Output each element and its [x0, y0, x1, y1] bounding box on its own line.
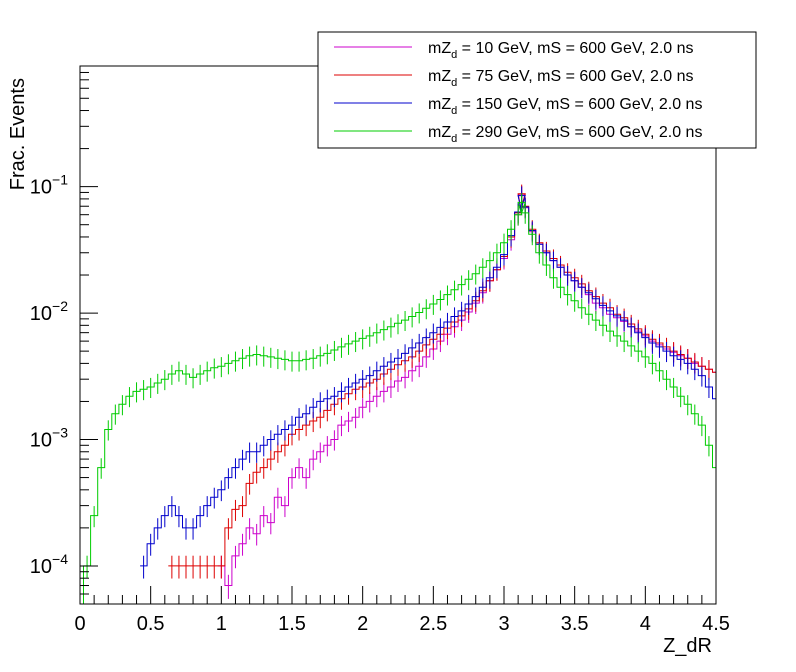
- legend-box: [317, 31, 757, 149]
- series-line: [217, 194, 716, 586]
- legend-label: mZd = 75 GeV, mS = 600 GeV, 2.0 ns: [428, 68, 694, 89]
- series-layer: [80, 184, 716, 604]
- x-tick-label: 2: [357, 613, 368, 635]
- series-4: [80, 193, 716, 604]
- legend-label: mZd = 290 GeV, mS = 600 GeV, 2.0 ns: [428, 124, 702, 145]
- series-2: [168, 184, 716, 579]
- y-axis-title: Frac. Events: [7, 78, 29, 190]
- legend-item: mZd = 290 GeV, mS = 600 GeV, 2.0 ns: [334, 124, 702, 145]
- legend-label: mZd = 150 GeV, mS = 600 GeV, 2.0 ns: [428, 96, 702, 117]
- x-tick-label: 3: [498, 613, 509, 635]
- x-tick-label: 1.5: [278, 613, 306, 635]
- x-axis-title: Z_dR: [663, 635, 712, 657]
- legend-label: mZd = 10 GeV, mS = 600 GeV, 2.0 ns: [428, 40, 694, 61]
- legend-item: mZd = 10 GeV, mS = 600 GeV, 2.0 ns: [334, 40, 694, 61]
- x-tick-label: 4: [640, 613, 651, 635]
- x-tick-label: 3.5: [561, 613, 589, 635]
- x-tick-label: 2.5: [419, 613, 447, 635]
- x-tick-label: 0: [74, 613, 85, 635]
- series-1: [217, 185, 716, 599]
- y-tick-label: 10−4: [30, 551, 68, 578]
- y-tick-label: 10−2: [30, 298, 68, 325]
- series-line: [168, 193, 716, 567]
- y-tick-label: 10−3: [30, 425, 68, 452]
- y-axis: 10−4 10−3 10−2 10−1: [30, 65, 98, 605]
- x-tick-label: 4.5: [702, 613, 730, 635]
- x-tick-label: 0.5: [137, 613, 165, 635]
- series-line: [80, 201, 716, 604]
- legend-item: mZd = 75 GeV, mS = 600 GeV, 2.0 ns: [334, 68, 694, 89]
- legend: mZd = 10 GeV, mS = 600 GeV, 2.0 ns mZd = …: [317, 31, 757, 149]
- y-tick-label: 10−1: [30, 172, 68, 199]
- series-line: [140, 195, 716, 567]
- x-tick-label: 1: [216, 613, 227, 635]
- series-3: [140, 186, 716, 579]
- legend-item: mZd = 150 GeV, mS = 600 GeV, 2.0 ns: [334, 96, 702, 117]
- x-axis: 0 0.5 1 1.5 2 2.5 3 3.5 4 4.5: [74, 586, 730, 635]
